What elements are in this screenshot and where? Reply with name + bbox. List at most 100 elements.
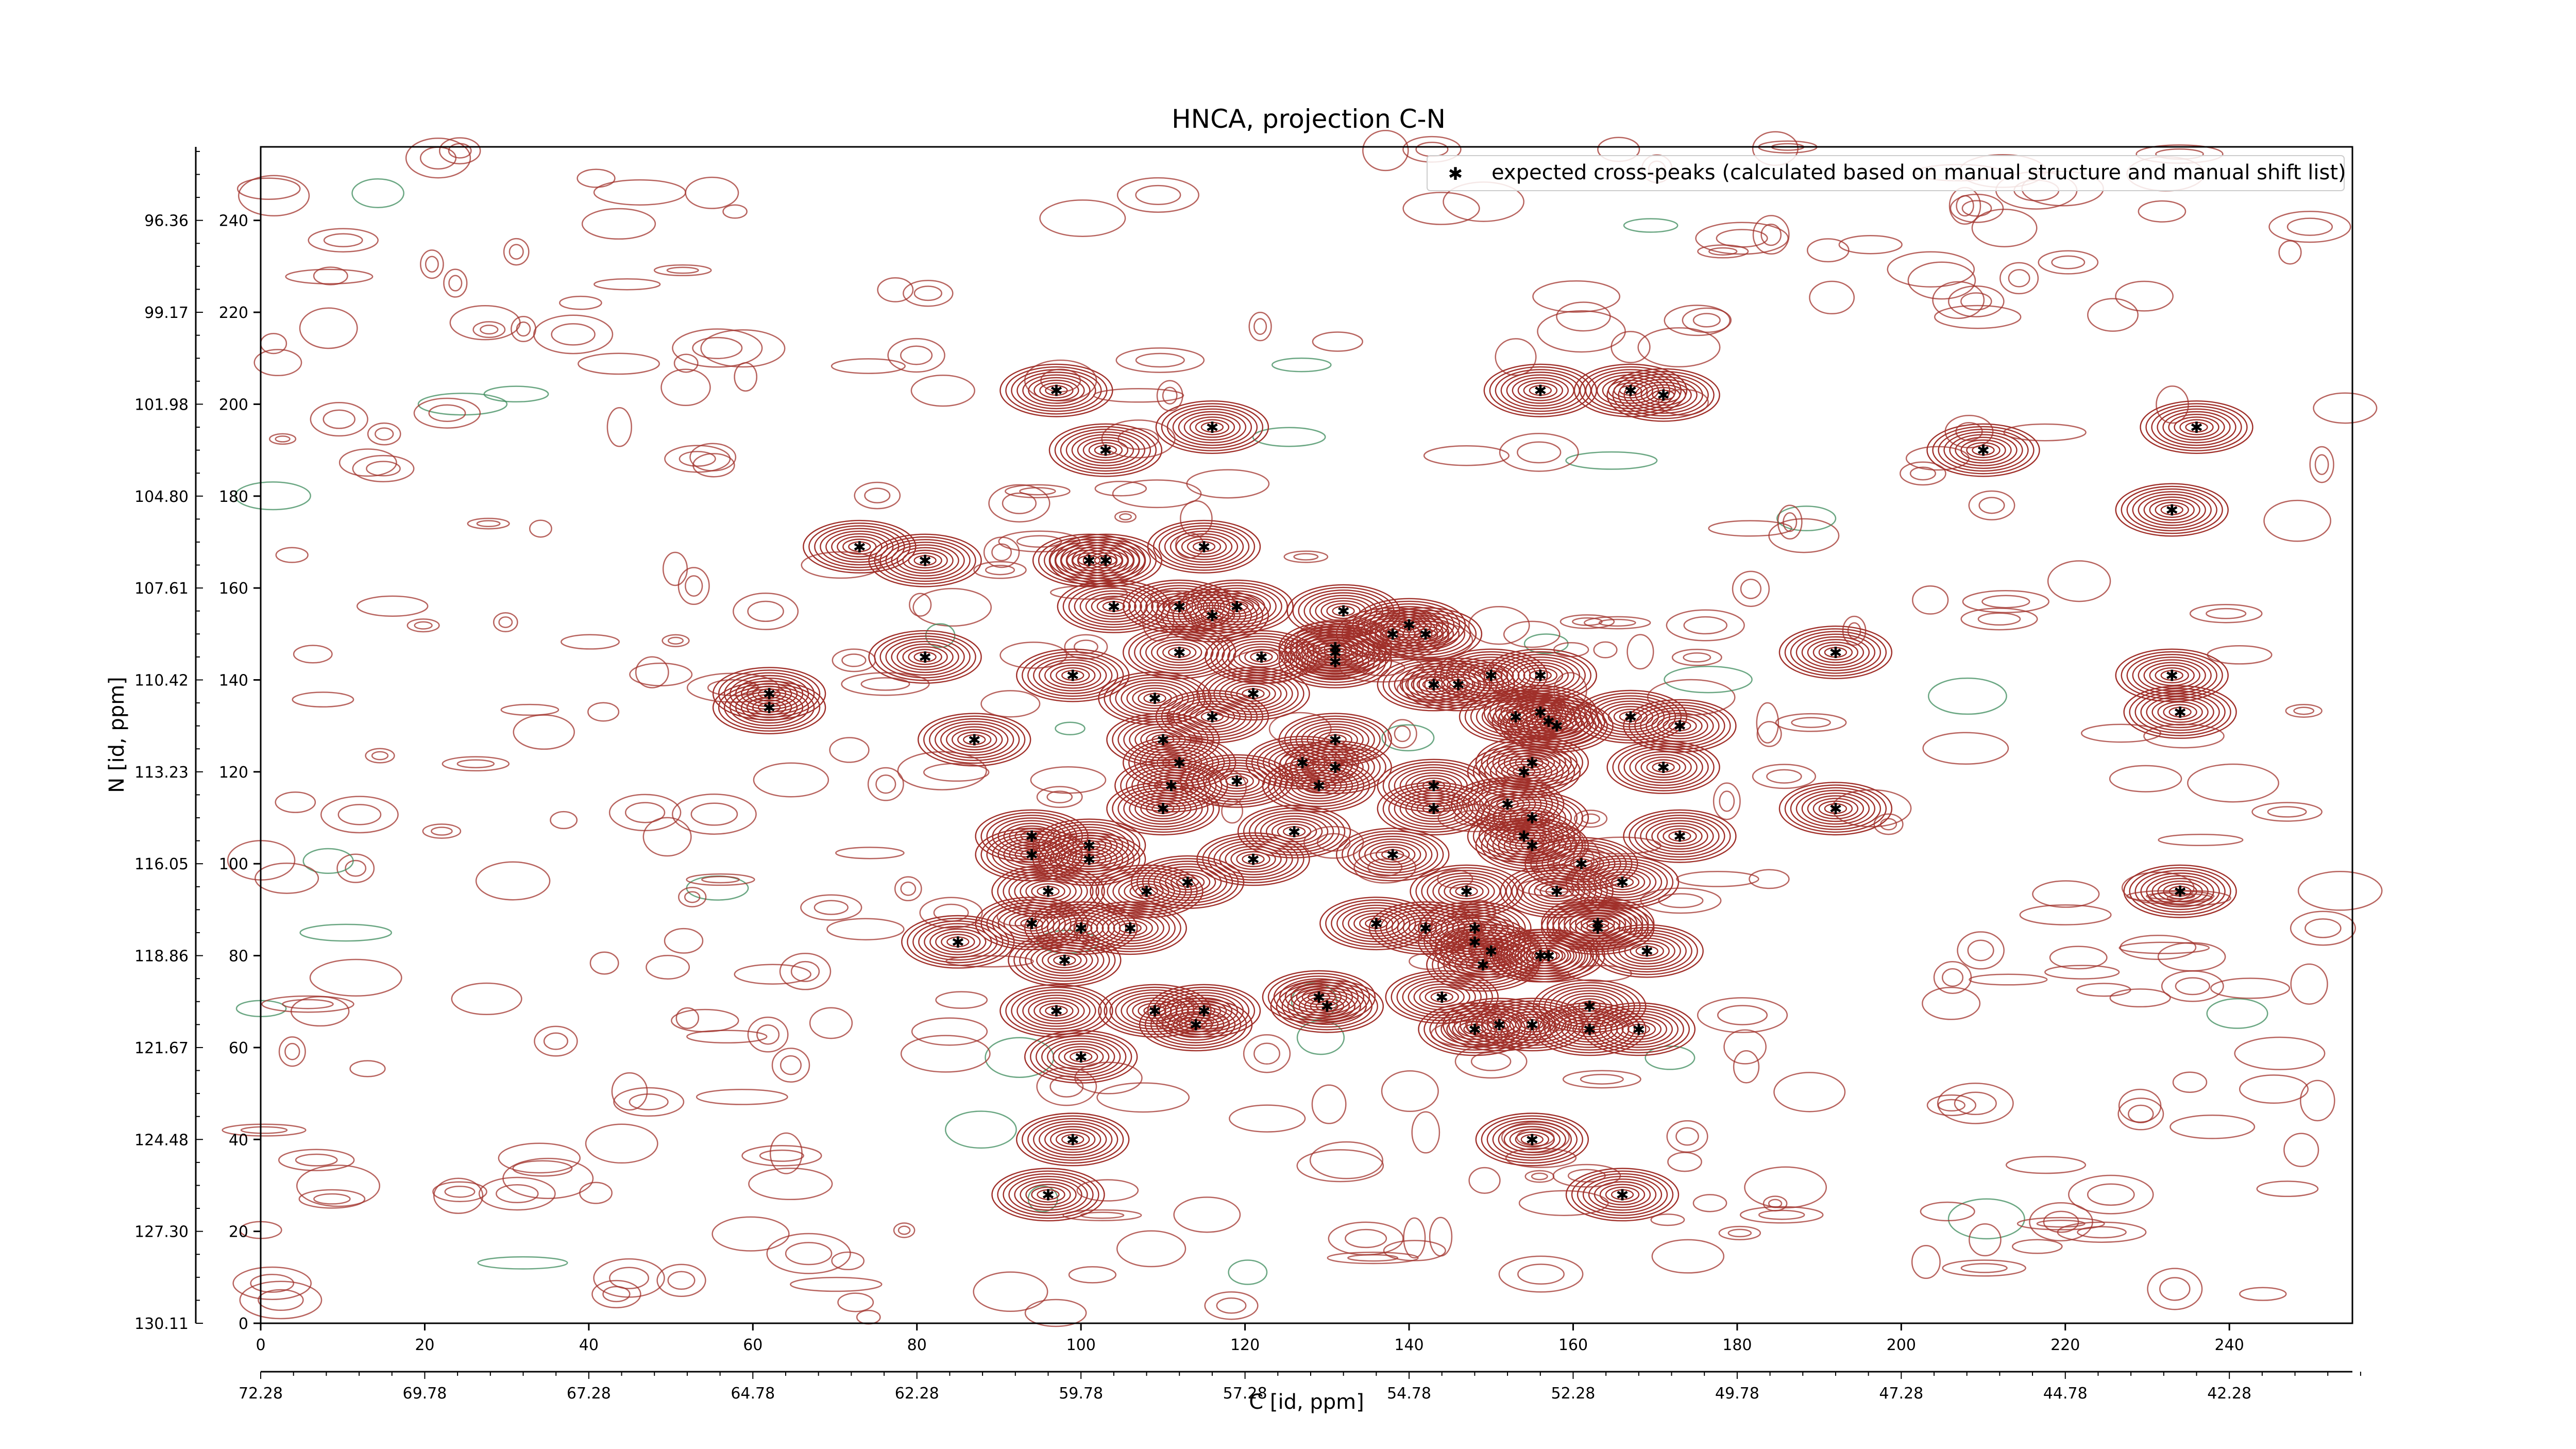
peak-contour <box>1790 787 1882 830</box>
noise-contour <box>747 1016 789 1053</box>
peak-contour <box>1623 699 1737 753</box>
peak-contour <box>1304 995 1350 1017</box>
peak-contour <box>1183 414 1241 441</box>
peak-marker: ✱ <box>1526 754 1538 772</box>
peak-contour <box>1571 1170 1674 1219</box>
peak-contour <box>1295 643 1375 681</box>
peak-contour <box>1003 841 1060 868</box>
peak-contour <box>1565 1168 1680 1222</box>
peak-contour <box>1385 615 1466 653</box>
peak-contour <box>1604 1013 1673 1046</box>
peak-contour <box>997 867 1099 916</box>
noise-contour <box>1429 1217 1453 1257</box>
peak-contour <box>879 538 971 582</box>
peak-contour <box>896 643 954 670</box>
peak-marker: ✱ <box>1247 851 1260 869</box>
noise-contour <box>480 325 499 335</box>
peak-contour <box>891 544 959 577</box>
noise-contour <box>258 1289 304 1311</box>
noise-contour <box>1717 1005 1768 1025</box>
noise-contour <box>701 875 740 884</box>
noise-contour <box>944 1110 1017 1149</box>
peak-marker: ✱ <box>1075 1049 1088 1067</box>
legend: ✱ expected cross-peaks (calculated based… <box>1427 155 2346 191</box>
noise-contour <box>1229 1104 1306 1133</box>
noise-contour <box>2267 806 2307 818</box>
peak-contour <box>2123 685 2237 739</box>
peak-contour <box>1025 941 1105 979</box>
noise-contour <box>759 1149 804 1162</box>
noise-contour <box>1944 415 1994 448</box>
peak-contour <box>1635 381 1692 409</box>
noise-contour <box>988 484 1050 523</box>
peak-contour <box>1467 745 1581 799</box>
peak-contour <box>2168 886 2192 897</box>
peak-contour <box>1651 822 1708 850</box>
peak-contour <box>1640 817 1720 855</box>
peak-marker: ✱ <box>968 731 981 749</box>
peak-contour <box>1587 1005 1690 1054</box>
peak-contour <box>1124 880 1170 902</box>
peak-contour <box>1248 810 1340 853</box>
noise-contour <box>734 964 811 985</box>
peak-contour <box>2143 496 2200 524</box>
noise-contour <box>1523 633 1569 654</box>
noise-contour <box>1969 973 2048 986</box>
peak-marker: ✱ <box>1230 773 1243 791</box>
peak-contour <box>1663 718 1697 734</box>
y-tick-label: 200 <box>219 396 248 414</box>
peak-contour <box>1278 625 1392 679</box>
peak-contour <box>1416 676 1451 693</box>
noise-contour <box>234 481 311 511</box>
y-tick-label: 80 <box>229 948 248 966</box>
noise-contour <box>1675 1127 1699 1146</box>
peak-contour <box>1807 795 1865 822</box>
peak-contour <box>1003 822 1060 850</box>
peak-contour <box>1784 784 1887 833</box>
peak-marker: ✱ <box>1099 552 1112 570</box>
peak-contour <box>1065 431 1146 469</box>
noise-contour <box>1468 1167 1501 1194</box>
peak-contour <box>1290 640 1381 683</box>
noise-contour <box>2047 560 2111 602</box>
peak-contour <box>1151 803 1175 814</box>
noise-contour <box>1362 130 1409 172</box>
peak-contour <box>1014 1178 1082 1211</box>
peak-marker: ✱ <box>1124 920 1137 938</box>
peak-contour <box>1262 970 1376 1024</box>
peak-contour <box>999 363 1113 417</box>
peak-contour <box>1441 676 1476 693</box>
peak-contour <box>1640 707 1720 745</box>
peak-contour <box>1318 653 1352 670</box>
noise-contour <box>686 873 755 886</box>
peak-contour <box>1520 1019 1544 1030</box>
peak-marker: ✱ <box>1206 709 1218 727</box>
peak-contour <box>1153 523 1256 571</box>
noise-contour <box>686 1030 768 1044</box>
peak-contour <box>1411 798 1457 819</box>
peak-markers: ✱✱✱✱✱✱✱✱✱ ✱✱ ✱✱✱ ✱✱✱ ✱✱✱✱ ✱✱✱✱✱✱ ✱✱✱ ✱✱✱✱✱✱✱✱✱✱… <box>763 382 2204 1205</box>
peak-contour <box>1784 628 1887 677</box>
peak-contour <box>1161 403 1264 451</box>
peak-contour <box>1520 1134 1544 1145</box>
peak-contour <box>2155 501 2189 518</box>
peak-contour <box>837 536 883 558</box>
y-tick-label: 140 <box>219 671 248 689</box>
peak-contour <box>1147 984 1261 1038</box>
peak-contour <box>1197 587 1277 626</box>
peak-contour <box>1960 439 2006 461</box>
noise-contour <box>1719 790 1735 812</box>
peak-contour <box>1298 992 1356 1020</box>
peak-contour <box>923 715 1026 764</box>
noise-contour <box>449 305 521 341</box>
y-tick-label: 180 <box>219 488 248 506</box>
noise-contour <box>835 847 905 860</box>
peak-contour <box>1219 773 1254 789</box>
noise-contour <box>320 796 399 834</box>
peak-marker: ✱ <box>1025 846 1038 864</box>
noise-contour <box>985 565 1015 576</box>
peak-contour <box>1569 910 1626 937</box>
peak-contour <box>1033 1000 1079 1022</box>
noise-contour <box>1847 622 1861 639</box>
